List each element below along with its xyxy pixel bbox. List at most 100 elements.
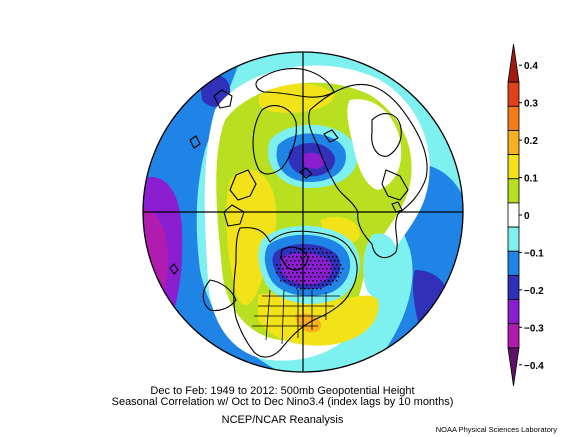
stipple-dot: [316, 256, 318, 258]
colorbar-segment: [507, 250, 520, 276]
stipple-dot: [288, 256, 290, 258]
stipple-dot: [298, 268, 300, 270]
stipple-dot: [312, 256, 314, 258]
stipple-dot: [296, 248, 298, 250]
stipple-dot: [298, 284, 300, 286]
stipple-dot: [298, 260, 300, 262]
stipple-dot: [324, 256, 326, 258]
stipple-dot: [324, 280, 326, 282]
stipple-dot: [324, 272, 326, 274]
stipple-dot: [308, 256, 310, 258]
colorbar-segment: [507, 226, 520, 252]
stipple-dot: [316, 264, 318, 266]
stipple-dot: [338, 268, 340, 270]
stipple-dot: [296, 256, 298, 258]
stipple-dot: [304, 288, 306, 290]
stipple-dot: [314, 284, 316, 286]
colorbar-segment: [507, 202, 520, 228]
stipple-dot: [322, 252, 324, 254]
stipple-dot: [330, 284, 332, 286]
stipple-dot: [308, 280, 310, 282]
stipple-dot: [310, 284, 312, 286]
credit-label: NOAA Physical Sciences Laboratory: [435, 425, 557, 434]
colorbar-tick-label: −0.1: [524, 248, 544, 259]
colorbar-tick-label: 0.4: [524, 61, 538, 72]
stipple-dot: [318, 276, 320, 278]
stipple-dot: [308, 248, 310, 250]
stipple-dot: [300, 280, 302, 282]
colorbar-segment: [507, 81, 520, 107]
stipple-dot: [294, 260, 296, 262]
colorbar-segment: [507, 43, 520, 83]
colorbar-segment: [507, 274, 520, 300]
stipple-dot: [288, 280, 290, 282]
stipple-dot: [280, 280, 282, 282]
stipple-dot: [312, 288, 314, 290]
stipple-dot: [320, 288, 322, 290]
colorbar: 0.4 0.3 0.2 0.1 0 −0.1 −0.2 −0.3 −0.4: [507, 43, 544, 387]
stipple-dot: [332, 264, 334, 266]
stipple-dot: [336, 280, 338, 282]
stipple-dot: [312, 280, 314, 282]
stipple-dot: [336, 272, 338, 274]
stipple-dot: [276, 264, 278, 266]
stipple-dot: [292, 264, 294, 266]
stipple-dot: [288, 272, 290, 274]
stipple-dot: [308, 272, 310, 274]
stipple-dot: [328, 256, 330, 258]
stipple-dot: [306, 276, 308, 278]
stipple-dot: [330, 252, 332, 254]
stipple-dot: [284, 256, 286, 258]
stipple-dot: [330, 260, 332, 262]
stipple-dot: [292, 280, 294, 282]
stipple-dot: [304, 256, 306, 258]
colorbar-segment: [507, 323, 520, 349]
stipple-dot: [290, 268, 292, 270]
stipple-dot: [314, 268, 316, 270]
stipple-dot: [292, 256, 294, 258]
colorbar-segment: [507, 154, 520, 180]
colorbar-segment: [507, 299, 520, 325]
stipple-dot: [294, 284, 296, 286]
stipple-dot: [300, 288, 302, 290]
stipple-dot: [336, 256, 338, 258]
stipple-dot: [282, 276, 284, 278]
stipple-dot: [286, 276, 288, 278]
stipple-dot: [300, 256, 302, 258]
colorbar-tick-label: 0.1: [524, 174, 538, 185]
stipple-dot: [318, 268, 320, 270]
stipple-dot: [298, 276, 300, 278]
caption-line-1: Dec to Feb: 1949 to 2012: 500mb Geopoten…: [150, 385, 415, 397]
stipple-dot: [340, 272, 342, 274]
stipple-dot: [300, 248, 302, 250]
stipple-dot: [284, 272, 286, 274]
stipple-dot: [304, 272, 306, 274]
stipple-dot: [332, 272, 334, 274]
stipple-dot: [304, 248, 306, 250]
stipple-dot: [312, 272, 314, 274]
stipple-dot: [280, 272, 282, 274]
stipple-dot: [322, 260, 324, 262]
stipple-dot: [286, 260, 288, 262]
stipple-dot: [304, 264, 306, 266]
coastlines: [169, 67, 428, 358]
stipple-dot: [320, 272, 322, 274]
stipple-dot: [290, 260, 292, 262]
stipple-dot: [328, 280, 330, 282]
stipple-dot: [338, 276, 340, 278]
colorbar-tick-label: −0.3: [524, 323, 544, 334]
stipple-dot: [284, 280, 286, 282]
stipple-dot: [314, 260, 316, 262]
stipple-dot: [300, 272, 302, 274]
stipple-dot: [282, 260, 284, 262]
stipple-dot: [342, 268, 344, 270]
colorbar-segment: [507, 130, 520, 156]
stipple-dot: [310, 260, 312, 262]
stipple-dot: [282, 268, 284, 270]
stipple-dot: [328, 264, 330, 266]
stipple-dot: [320, 256, 322, 258]
stipple-dot: [294, 252, 296, 254]
stipple-dot: [320, 264, 322, 266]
stipple-dot: [290, 276, 292, 278]
